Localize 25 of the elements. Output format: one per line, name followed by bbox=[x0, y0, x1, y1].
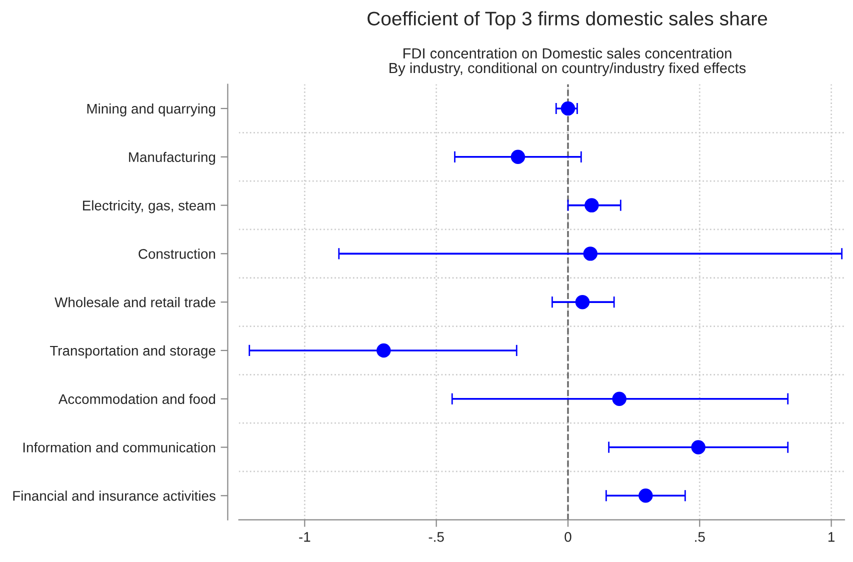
y-tick-label: Manufacturing bbox=[129, 152, 216, 165]
point bbox=[584, 198, 599, 212]
point bbox=[612, 392, 626, 406]
x-tick-label: .5 bbox=[695, 532, 705, 542]
point bbox=[510, 150, 526, 164]
chart-subtitle: FDI concentration on Domestic sales concentration By industry, conditional on country/industry fixed effects bbox=[390, 48, 746, 76]
y-tick-label: Information and communication bbox=[23, 442, 216, 452]
y-tick-label: Transportation and storage bbox=[50, 345, 216, 358]
point bbox=[691, 440, 706, 454]
point bbox=[560, 101, 576, 116]
y-tick-label: Wholesale and retail trade bbox=[54, 297, 216, 308]
x-tick-label: -.5 bbox=[428, 532, 444, 542]
point bbox=[583, 246, 598, 261]
point bbox=[638, 488, 653, 503]
y-tick-label: Electricity, gas, steam bbox=[83, 200, 216, 214]
point bbox=[376, 343, 391, 358]
x-tick-label: 0 bbox=[564, 532, 572, 542]
point bbox=[575, 294, 590, 310]
y-tick-label: Construction bbox=[138, 248, 216, 259]
y-tick-label: Accommodation and food bbox=[58, 394, 216, 404]
x-tick-label: 1 bbox=[828, 532, 834, 542]
y-tick-label: Financial and insurance activities bbox=[13, 490, 216, 501]
y-tick-label: Mining and quarrying bbox=[87, 103, 216, 116]
chart-title: Coefficient of Top 3 firms domestic sales share bbox=[368, 11, 768, 30]
x-tick-label: -1 bbox=[299, 532, 310, 542]
